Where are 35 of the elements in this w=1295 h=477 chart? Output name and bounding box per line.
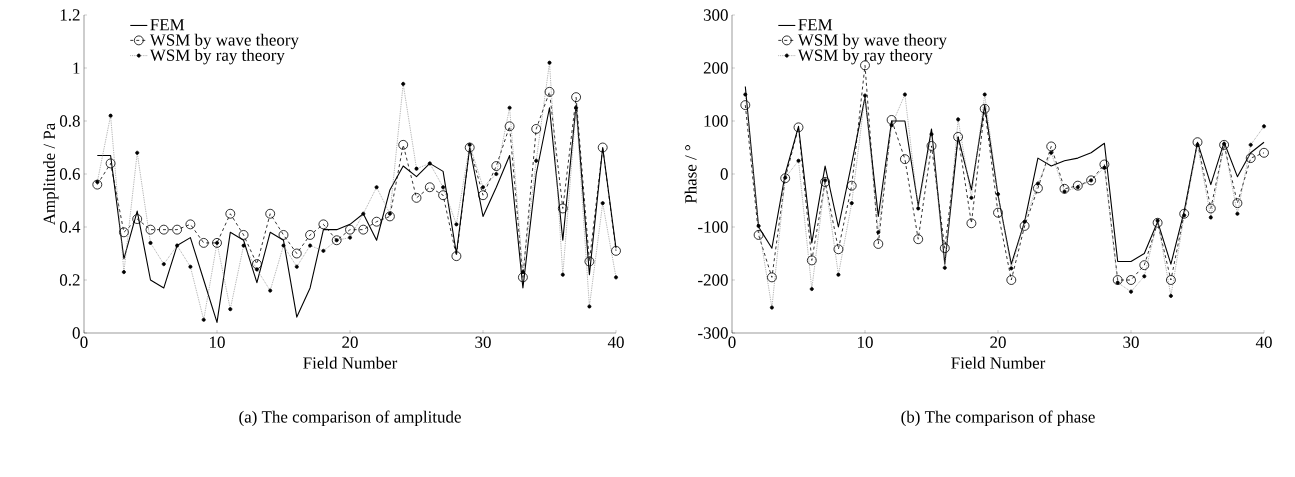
y-tick-label: 1.2	[60, 9, 80, 21]
x-tick-label: 20	[342, 336, 358, 348]
y-tick-label: 0.8	[59, 115, 80, 127]
y-tick-label: 0	[72, 327, 80, 339]
y-tick-label: 0.2	[59, 274, 80, 286]
y-tick-label: 0.6	[59, 168, 80, 180]
legend-label: WSM by ray theory	[149, 49, 285, 65]
legend-label: WSM by wave theory	[797, 33, 947, 50]
text: (a) The comparison of amplitude	[239, 410, 461, 427]
x-tick-label: 0	[728, 336, 736, 348]
y-tick-label: -100	[698, 221, 728, 233]
y-axis-title: Phase / °	[684, 145, 697, 204]
y-tick-label: 0.4	[59, 221, 81, 233]
x-tick-label: 20	[990, 336, 1006, 348]
y-tick-label: 200	[703, 62, 728, 74]
x-axis-title: Field Number	[303, 356, 398, 369]
x-tick-label: 10	[858, 336, 873, 348]
legend-label: FEM	[150, 19, 185, 31]
y-tick-label: -300	[698, 327, 728, 339]
legend-label: WSM by ray theory	[797, 49, 933, 65]
y-axis-title: Amplitude / Pa	[43, 122, 59, 226]
y-tick-label: 100	[704, 115, 728, 127]
x-axis-title: Field Number	[951, 356, 1046, 369]
legend-label: WSM by wave theory	[149, 33, 299, 50]
text: (b) The comparison of phase	[901, 410, 1095, 427]
x-tick-label: 40	[1255, 336, 1272, 348]
y-tick-label: 300	[703, 9, 728, 21]
x-tick-label: 40	[607, 336, 624, 348]
x-tick-label: 30	[1123, 336, 1139, 348]
legend-label: FEM	[798, 19, 833, 31]
y-tick-label: 0	[720, 168, 728, 180]
y-tick-label: 1	[73, 62, 80, 74]
x-tick-label: 30	[475, 336, 491, 348]
y-tick-label: -200	[698, 274, 728, 286]
x-tick-label: 10	[210, 336, 225, 348]
